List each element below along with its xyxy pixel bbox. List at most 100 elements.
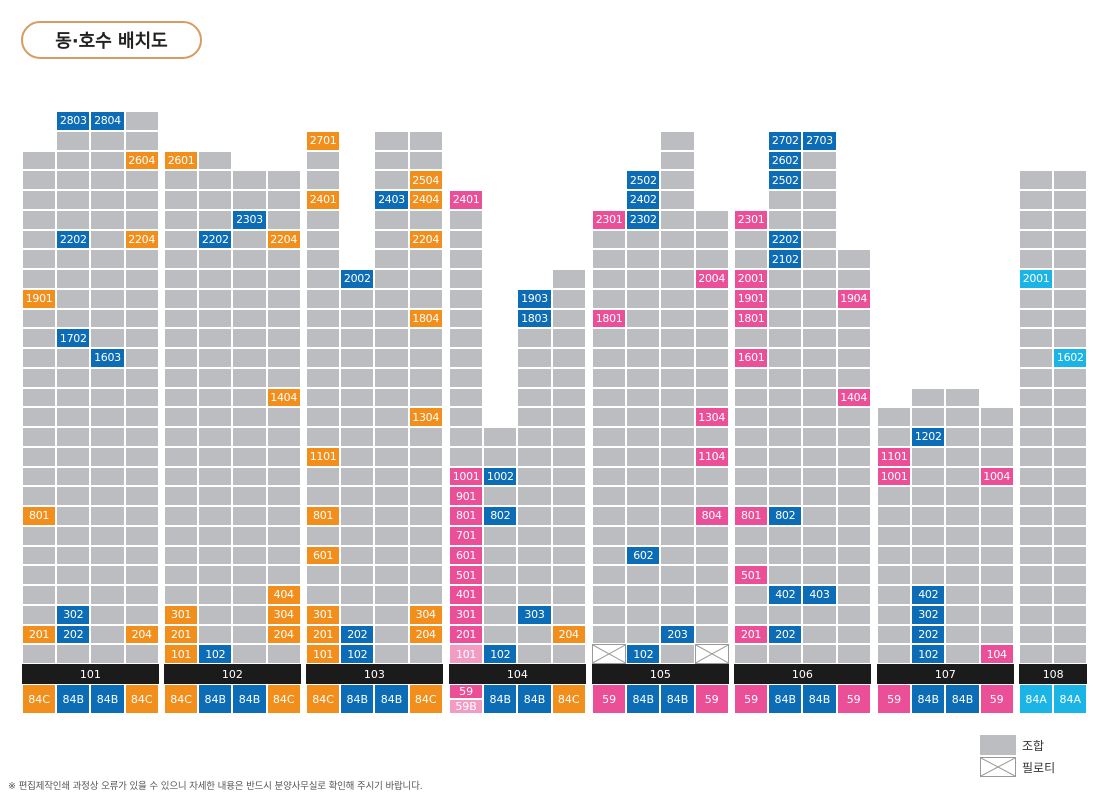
unit-105-1304[interactable]: 1304 xyxy=(694,407,729,427)
unit-103-801[interactable]: 801 xyxy=(306,506,341,526)
unit-106-2502[interactable]: 2502 xyxy=(768,170,803,190)
unit-101-2204[interactable]: 2204 xyxy=(124,229,159,250)
unit-106-801[interactable]: 801 xyxy=(734,506,769,526)
unit-107-104[interactable]: 104 xyxy=(979,644,1014,664)
unit-104-901[interactable]: 901 xyxy=(449,486,484,506)
unit-103-102[interactable]: 102 xyxy=(340,644,375,664)
unit-107-1004[interactable]: 1004 xyxy=(979,466,1014,487)
unit-101-201[interactable]: 201 xyxy=(22,624,57,645)
unit-101-1901[interactable]: 1901 xyxy=(22,288,57,309)
unit-102-102[interactable]: 102 xyxy=(198,644,233,664)
unit-104-1001[interactable]: 1001 xyxy=(449,466,484,487)
unit-102-2303[interactable]: 2303 xyxy=(232,209,267,230)
unit-101-801[interactable]: 801 xyxy=(22,506,57,526)
unit-101-1702[interactable]: 1702 xyxy=(56,328,91,348)
unit-103-1304[interactable]: 1304 xyxy=(408,407,443,427)
unit-105-2402[interactable]: 2402 xyxy=(626,190,661,210)
unit-103-1804[interactable]: 1804 xyxy=(408,308,443,329)
unit-101-2604[interactable]: 2604 xyxy=(124,150,159,171)
unit-103-304[interactable]: 304 xyxy=(408,604,443,625)
unit-102-1404[interactable]: 1404 xyxy=(266,387,301,408)
unit-102-101[interactable]: 101 xyxy=(164,644,199,664)
unit-103-204[interactable]: 204 xyxy=(408,624,443,645)
unit-106-2202[interactable]: 2202 xyxy=(768,229,803,250)
unit-106-1801[interactable]: 1801 xyxy=(734,308,769,329)
unit-103-2701[interactable]: 2701 xyxy=(306,130,341,151)
unit-106-802[interactable]: 802 xyxy=(768,506,803,526)
unit-103-101[interactable]: 101 xyxy=(306,644,341,664)
unit-107-1101[interactable]: 1101 xyxy=(877,446,912,467)
unit-106-2102[interactable]: 2102 xyxy=(768,249,803,269)
unit-107-102[interactable]: 102 xyxy=(911,644,946,664)
unit-104-1002[interactable]: 1002 xyxy=(483,466,518,487)
unit-107-1001[interactable]: 1001 xyxy=(877,466,912,487)
unit-102-301[interactable]: 301 xyxy=(164,604,199,625)
unit-108-2001[interactable]: 2001 xyxy=(1019,269,1054,289)
unit-101-1603[interactable]: 1603 xyxy=(90,348,125,368)
unit-105-2502[interactable]: 2502 xyxy=(626,170,661,190)
unit-103-2002[interactable]: 2002 xyxy=(340,269,375,289)
unit-102-201[interactable]: 201 xyxy=(164,624,199,645)
unit-104-501[interactable]: 501 xyxy=(449,565,484,585)
unit-107-402[interactable]: 402 xyxy=(911,585,946,605)
unit-106-501[interactable]: 501 xyxy=(734,565,769,585)
unit-103-2404[interactable]: 2404 xyxy=(408,190,443,210)
unit-106-202[interactable]: 202 xyxy=(768,624,803,645)
unit-101-2803[interactable]: 2803 xyxy=(56,111,91,131)
unit-104-101[interactable]: 101 xyxy=(449,644,484,664)
unit-105-804[interactable]: 804 xyxy=(694,506,729,526)
unit-104-1803[interactable]: 1803 xyxy=(517,308,552,329)
unit-103-1101[interactable]: 1101 xyxy=(306,446,341,467)
unit-106-2001[interactable]: 2001 xyxy=(734,269,769,289)
unit-103-601[interactable]: 601 xyxy=(306,545,341,566)
unit-104-701[interactable]: 701 xyxy=(449,525,484,546)
unit-105-203[interactable]: 203 xyxy=(660,624,695,645)
unit-105-102[interactable]: 102 xyxy=(626,644,661,664)
unit-105-2301[interactable]: 2301 xyxy=(592,209,627,230)
unit-104-204[interactable]: 204 xyxy=(551,624,586,645)
unit-108-1602[interactable]: 1602 xyxy=(1053,348,1088,368)
unit-104-401[interactable]: 401 xyxy=(449,585,484,605)
unit-102-2204[interactable]: 2204 xyxy=(266,229,301,250)
unit-106-1601[interactable]: 1601 xyxy=(734,348,769,368)
unit-106-1404[interactable]: 1404 xyxy=(836,387,871,408)
unit-104-301[interactable]: 301 xyxy=(449,604,484,625)
unit-101-302[interactable]: 302 xyxy=(56,604,91,625)
unit-104-801[interactable]: 801 xyxy=(449,506,484,526)
unit-104-601[interactable]: 601 xyxy=(449,545,484,566)
unit-101-202[interactable]: 202 xyxy=(56,624,91,645)
unit-106-2703[interactable]: 2703 xyxy=(802,130,837,151)
unit-105-1801[interactable]: 1801 xyxy=(592,308,627,329)
unit-103-202[interactable]: 202 xyxy=(340,624,375,645)
unit-106-2301[interactable]: 2301 xyxy=(734,209,769,230)
unit-107-302[interactable]: 302 xyxy=(911,604,946,625)
unit-106-2602[interactable]: 2602 xyxy=(768,150,803,171)
unit-102-404[interactable]: 404 xyxy=(266,585,301,605)
unit-102-2202[interactable]: 2202 xyxy=(198,229,233,250)
unit-104-802[interactable]: 802 xyxy=(483,506,518,526)
unit-103-2204[interactable]: 2204 xyxy=(408,229,443,250)
unit-104-201[interactable]: 201 xyxy=(449,624,484,645)
unit-101-2804[interactable]: 2804 xyxy=(90,111,125,131)
unit-106-201[interactable]: 201 xyxy=(734,624,769,645)
unit-106-403[interactable]: 403 xyxy=(802,585,837,605)
unit-103-2504[interactable]: 2504 xyxy=(408,170,443,190)
unit-104-303[interactable]: 303 xyxy=(517,604,552,625)
unit-105-1104[interactable]: 1104 xyxy=(694,446,729,467)
unit-106-402[interactable]: 402 xyxy=(768,585,803,605)
unit-101-2202[interactable]: 2202 xyxy=(56,229,91,250)
unit-103-201[interactable]: 201 xyxy=(306,624,341,645)
unit-102-204[interactable]: 204 xyxy=(266,624,301,645)
unit-102-2601[interactable]: 2601 xyxy=(164,150,199,171)
unit-106-2702[interactable]: 2702 xyxy=(768,130,803,151)
unit-103-2401[interactable]: 2401 xyxy=(306,190,341,210)
unit-104-1903[interactable]: 1903 xyxy=(517,288,552,309)
unit-103-2403[interactable]: 2403 xyxy=(374,190,409,210)
unit-102-304[interactable]: 304 xyxy=(266,604,301,625)
unit-106-1901[interactable]: 1901 xyxy=(734,288,769,309)
unit-107-202[interactable]: 202 xyxy=(911,624,946,645)
unit-101-204[interactable]: 204 xyxy=(124,624,159,645)
unit-105-2004[interactable]: 2004 xyxy=(694,269,729,289)
unit-105-2302[interactable]: 2302 xyxy=(626,209,661,230)
unit-104-2401[interactable]: 2401 xyxy=(449,190,484,210)
